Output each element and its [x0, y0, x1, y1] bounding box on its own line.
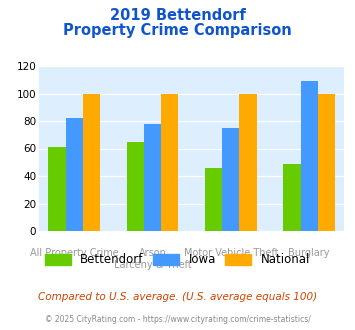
- Bar: [127, 142, 144, 231]
- Text: © 2025 CityRating.com - https://www.cityrating.com/crime-statistics/: © 2025 CityRating.com - https://www.city…: [45, 315, 310, 324]
- Bar: [318, 93, 335, 231]
- Text: Motor Vehicle Theft: Motor Vehicle Theft: [184, 248, 278, 258]
- Text: Compared to U.S. average. (U.S. average equals 100): Compared to U.S. average. (U.S. average …: [38, 292, 317, 302]
- Text: Arson: Arson: [138, 248, 166, 258]
- Legend: Bettendorf, Iowa, National: Bettendorf, Iowa, National: [45, 253, 310, 266]
- Text: Burglary: Burglary: [288, 248, 330, 258]
- Bar: [222, 128, 240, 231]
- Text: 2019 Bettendorf: 2019 Bettendorf: [110, 8, 245, 23]
- Bar: [161, 93, 179, 231]
- Bar: [301, 81, 318, 231]
- Bar: [83, 93, 100, 231]
- Text: Property Crime Comparison: Property Crime Comparison: [63, 23, 292, 38]
- Text: Larceny & Theft: Larceny & Theft: [114, 260, 191, 270]
- Bar: [240, 93, 257, 231]
- Bar: [66, 118, 83, 231]
- Bar: [283, 164, 301, 231]
- Bar: [144, 124, 161, 231]
- Bar: [48, 147, 66, 231]
- Text: All Property Crime: All Property Crime: [30, 248, 119, 258]
- Bar: [205, 168, 222, 231]
